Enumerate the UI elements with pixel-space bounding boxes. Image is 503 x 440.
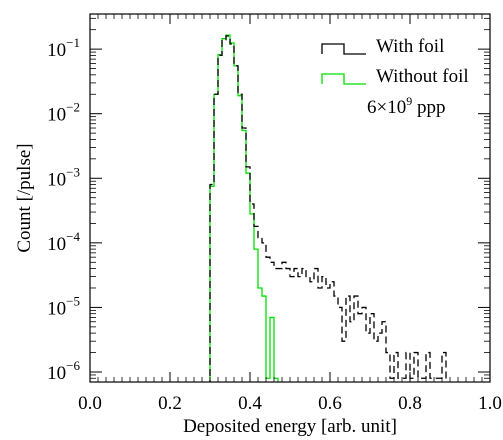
legend-label-with-foil: With foil [376, 36, 444, 57]
legend-label-without-foil: Without foil [376, 66, 469, 87]
x-axis-label: Deposited energy [arb. unit] [183, 416, 397, 437]
legend-symbol-without-foil [321, 73, 366, 85]
y-axis-label: Count [/pulse] [14, 143, 35, 252]
ticks-layer: 0.0 0.2 0.4 0.6 0.8 1.0 10−6 10−5 10−4 10−3 10−2 10… [47, 14, 502, 414]
x-tick-label: 0.2 [158, 393, 182, 414]
legend-symbol-with-foil [321, 43, 366, 55]
series-layer [209, 34, 447, 382]
series-0 [209, 35, 447, 382]
y-tick-label: 10−1 [47, 35, 80, 61]
y-tick-label: 10−3 [47, 164, 80, 190]
y-tick-label: 10−4 [47, 229, 80, 255]
annotation-exponent: 9 [406, 94, 412, 108]
annotation-suffix: ppp [412, 97, 445, 118]
y-tick-label: 10−5 [47, 293, 80, 319]
x-tick-label: 1.0 [478, 393, 502, 414]
x-tick-label: 0.6 [318, 393, 342, 414]
annotation-base: 6×10 [367, 97, 406, 118]
legend: With foil Without foil [321, 36, 469, 87]
x-tick-label: 0.8 [398, 393, 422, 414]
series-line-0 [209, 35, 447, 382]
series-1 [209, 34, 279, 382]
x-tick-label: 0.4 [238, 393, 262, 414]
y-tick-label: 10−2 [47, 100, 80, 126]
x-tick-label: 0.0 [78, 393, 102, 414]
y-tick-label: 10−6 [47, 358, 80, 384]
series-line-1 [209, 34, 279, 382]
intensity-annotation: 6×109 ppp [367, 94, 445, 118]
